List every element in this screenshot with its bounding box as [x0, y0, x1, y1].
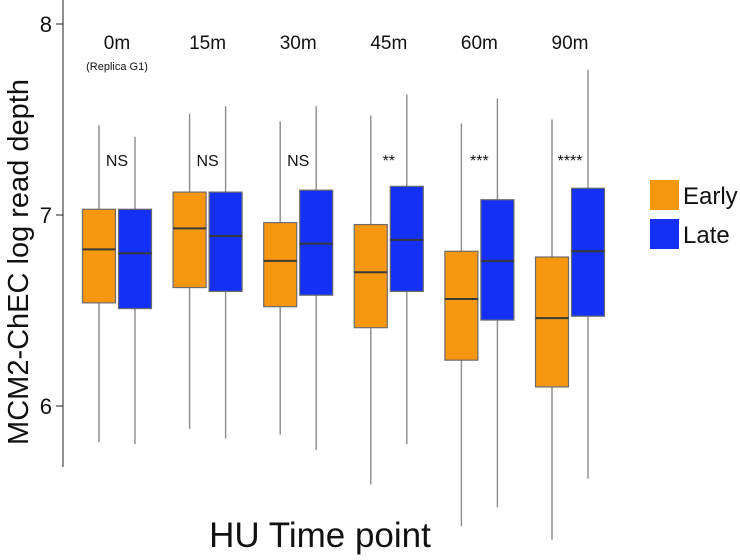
y-tick-label: 7	[40, 203, 52, 228]
box-body	[263, 222, 298, 308]
significance-label: **	[383, 153, 395, 170]
category-label: 15m	[189, 33, 226, 54]
legend-swatch-early	[650, 180, 679, 210]
category-label: 90m	[552, 33, 589, 54]
box-body	[353, 223, 388, 329]
category-label: 0m	[104, 33, 130, 54]
y-tick-label: 6	[40, 394, 52, 419]
y-tick-label: 8	[40, 12, 52, 37]
legend-label-late: Late	[683, 222, 730, 249]
legend: Early Late	[650, 180, 738, 249]
box-body	[534, 256, 570, 388]
significance-label: ***	[470, 153, 489, 170]
significance-label: ****	[558, 153, 583, 170]
box-late-30m	[299, 106, 334, 450]
y-axis-ticks: 6 7 8	[40, 12, 63, 419]
box-early-45m	[353, 115, 388, 485]
box-early-30m	[263, 121, 298, 435]
box-late-45m	[389, 94, 424, 445]
box-body	[208, 191, 243, 293]
box-early-0m	[81, 125, 117, 443]
box-late-90m	[570, 69, 606, 479]
box-body	[444, 250, 479, 361]
box-body	[81, 208, 117, 304]
box-early-60m	[444, 123, 479, 527]
legend-swatch-late	[650, 219, 679, 249]
box-early-15m	[172, 113, 207, 429]
significance-label: NS	[287, 153, 309, 170]
y-axis-label: MCM2-ChEC log read depth	[3, 79, 35, 445]
box-late-0m	[117, 136, 153, 445]
box-late-60m	[480, 98, 515, 508]
x-axis-label: HU Time point	[209, 516, 431, 555]
category-label: 60m	[461, 33, 498, 54]
significance-label: NS	[106, 153, 128, 170]
box-series	[81, 69, 606, 540]
box-body	[117, 208, 153, 310]
box-body	[172, 191, 207, 289]
box-early-90m	[534, 119, 570, 540]
category-labels: 0m (Replica G1) NS 15m NS 30m NS 45m ** 60m *** 90m…	[86, 33, 588, 170]
legend-label-early: Early	[683, 183, 738, 210]
significance-label: NS	[196, 153, 218, 170]
category-label: 30m	[280, 33, 317, 54]
box-late-15m	[208, 106, 243, 439]
category-sublabel: (Replica G1)	[86, 61, 148, 73]
category-label: 45m	[370, 33, 407, 54]
